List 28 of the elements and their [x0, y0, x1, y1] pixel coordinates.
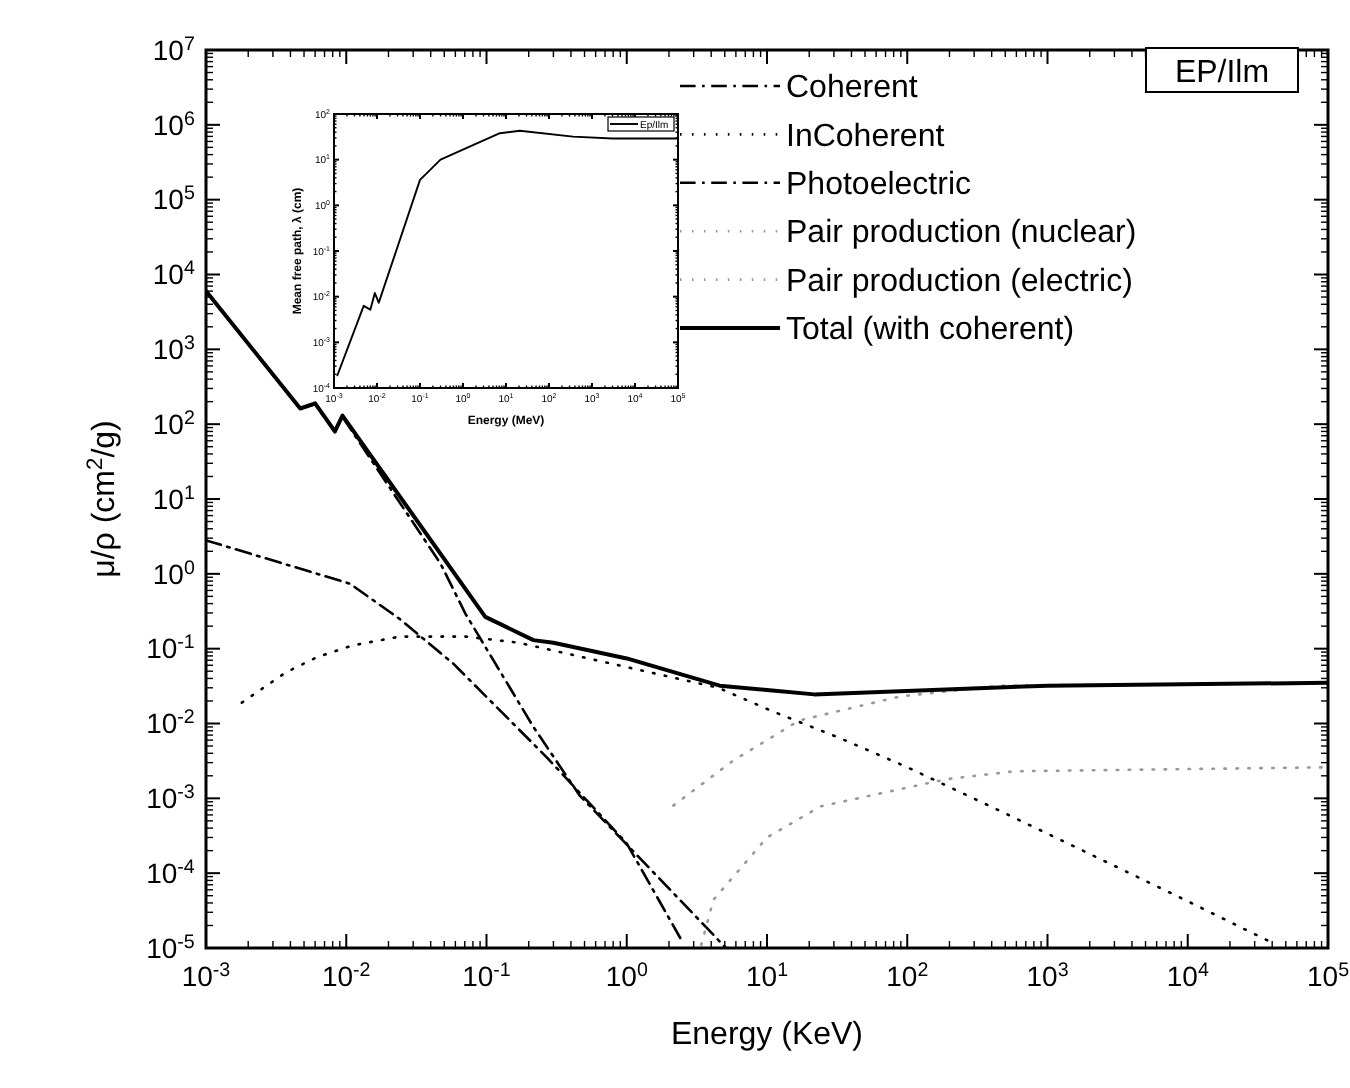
legend-label: Pair production (electric) — [786, 264, 1133, 299]
y-tick-label: 10$^{0}$ — [152, 556, 196, 590]
x-tick-label: 10$^{5}$ — [1306, 958, 1350, 992]
legend-label: InCoherent — [786, 119, 946, 154]
y-tick-label: 10$^{-5}$ — [146, 930, 196, 964]
y-tick-label: 10$^{5}$ — [152, 182, 196, 216]
y-tick-label: 10$^{-4}$ — [146, 855, 196, 889]
x-tick-label: 10$^{1}$ — [745, 958, 789, 992]
legend-label: Total (with coherent) — [786, 313, 1075, 348]
y-tick-label: 10$^{-1}$ — [146, 631, 195, 665]
x-tick-label: 10$^{3}$ — [1026, 958, 1070, 992]
y-tick-label: 10$^{4}$ — [152, 257, 196, 291]
legend-label: Coherent — [786, 71, 919, 106]
legend-label: Pair production (nuclear) — [786, 216, 1137, 251]
x-tick-label: 10$^{-3}$ — [181, 958, 232, 992]
x-tick-label: 10$^{2}$ — [886, 958, 929, 992]
legend-label: Photoelectric — [786, 168, 971, 202]
y-tick-label: 10$^{6}$ — [152, 107, 196, 141]
x-axis-title: Energy (KeV) — [670, 1018, 864, 1052]
y-tick-label: 10$^{1}$ — [152, 481, 195, 515]
x-tick-label: 10$^{-1}$ — [462, 958, 511, 992]
annotation: EP/Ilm — [1174, 56, 1270, 90]
y-tick-label: 10$^{-2}$ — [146, 706, 195, 740]
y-tick-label: 10$^{7}$ — [152, 32, 195, 66]
y-tick-label: 10$^{3}$ — [152, 332, 196, 366]
x-tick-label: 10$^{0}$ — [605, 958, 649, 992]
y-tick-label: 10$^{-3}$ — [146, 781, 196, 815]
x-tick-label: 10$^{4}$ — [1166, 958, 1210, 992]
